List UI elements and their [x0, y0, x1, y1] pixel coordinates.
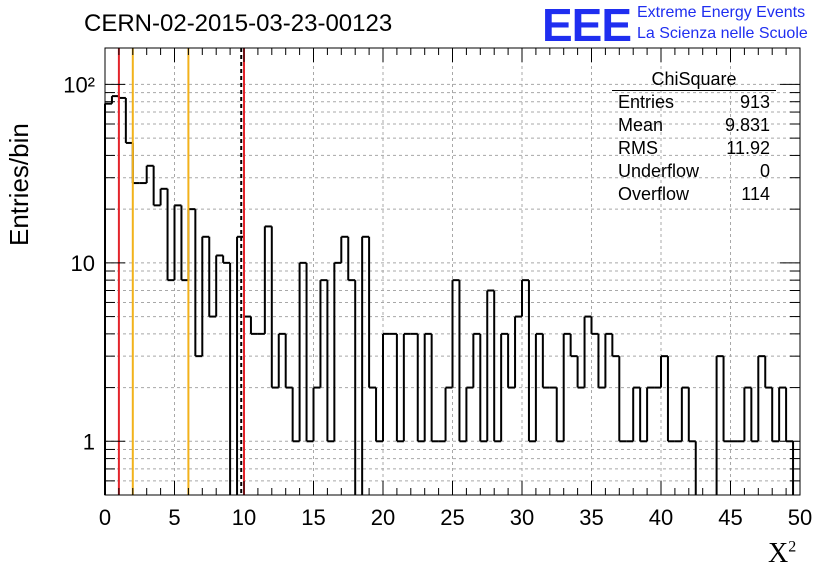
x-tick-label: 10	[232, 505, 256, 530]
x-axis-label-exponent: 2	[788, 538, 797, 556]
y-tick-label: 10²	[63, 72, 95, 97]
stats-row-entries: Entries 913	[612, 91, 776, 114]
x-tick-label: 35	[579, 505, 603, 530]
stats-key: Underflow	[618, 161, 700, 181]
stats-title: ChiSquare	[612, 68, 776, 91]
stats-box: ChiSquare Entries 913 Mean 9.831 RMS 11.92 …	[612, 68, 776, 206]
run-title: CERN-02-2015-03-23-00123	[84, 10, 393, 37]
x-tick-label: 20	[371, 505, 395, 530]
x-axis-label: X2	[768, 538, 796, 570]
stats-value: 114	[741, 184, 770, 204]
stats-value: 9.831	[724, 115, 770, 135]
x-tick-label: 40	[649, 505, 673, 530]
axis-ticks: 0 5 10 15 20 25 30 35 40 45 50 1 10 10²	[63, 48, 812, 530]
x-tick-label: 15	[301, 505, 325, 530]
logo-subtitle-2: La Scienza nelle Scuole	[637, 25, 808, 42]
x-tick-label: 0	[99, 505, 111, 530]
x-tick-label: 50	[788, 505, 812, 530]
logo-subtitle-1: Extreme Energy Events	[637, 4, 806, 21]
x-tick-label: 45	[718, 505, 742, 530]
stats-key: Overflow	[618, 184, 690, 204]
stats-key: RMS	[618, 138, 658, 158]
stats-row-rms: RMS 11.92	[612, 137, 776, 160]
threshold-lines	[117, 48, 245, 495]
x-tick-label: 5	[168, 505, 180, 530]
stats-value: 913	[739, 92, 770, 112]
eee-logo: EEE	[542, 0, 632, 51]
x-tick-label: 30	[510, 505, 534, 530]
stats-key: Entries	[618, 92, 675, 112]
x-tick-label: 25	[440, 505, 464, 530]
stats-key: Mean	[618, 115, 664, 135]
stats-row-overflow: Overflow 114	[612, 183, 776, 206]
x-axis-label-base: X	[768, 538, 789, 569]
grid-lines	[105, 48, 800, 495]
stats-row-underflow: Underflow 0	[612, 160, 776, 183]
stats-row-mean: Mean 9.831	[612, 114, 776, 137]
stats-value: 11.92	[726, 138, 770, 158]
y-tick-label: 10	[71, 251, 95, 276]
y-axis-label: Entries/bin	[4, 123, 34, 246]
y-tick-label: 1	[83, 429, 95, 454]
stats-value: 0	[759, 161, 770, 181]
